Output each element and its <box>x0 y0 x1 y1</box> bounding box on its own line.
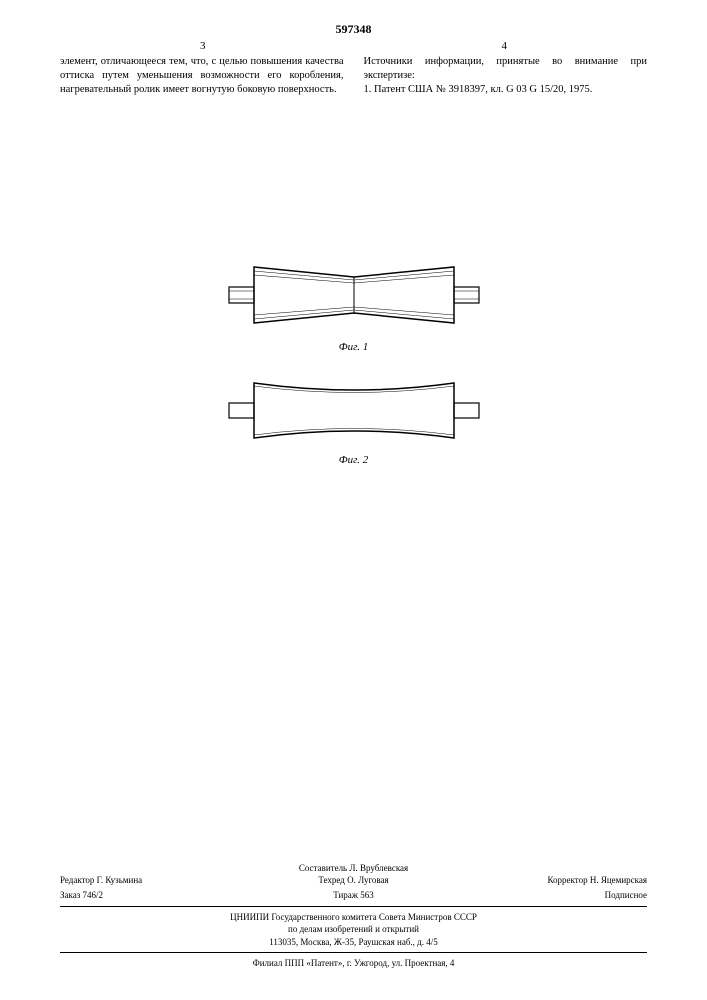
right-column: Источники информации, принятые во вниман… <box>364 55 648 98</box>
left-column: элемент, отличающееся тем, что, с целью … <box>60 55 344 98</box>
footer-org2: по делам изобретений и открытий <box>60 923 647 936</box>
column-number-left: 3 <box>200 40 206 52</box>
footer-editor: Редактор Г. Кузьмина <box>60 874 256 887</box>
footer-techred: Техред О. Луговая <box>256 874 452 887</box>
footer-tirage: Тираж 563 <box>256 889 452 902</box>
footer-order: Заказ 746/2 <box>60 889 256 902</box>
footer-credits-row: Редактор Г. Кузьмина Техред О. Луговая К… <box>60 874 647 887</box>
figure-1: Фиг. 1 <box>214 255 494 353</box>
figure-1-caption: Фиг. 1 <box>214 341 494 353</box>
figure-1-svg <box>224 255 484 335</box>
figures-container: Фиг. 1 Фиг. 2 <box>214 255 494 486</box>
footer-subscription: Подписное <box>451 889 647 902</box>
footer-org1: ЦНИИПИ Государственного комитета Совета … <box>60 911 647 924</box>
figure-2-caption: Фиг. 2 <box>214 454 494 466</box>
document-number: 597348 <box>336 22 372 37</box>
left-column-text: элемент, отличающееся тем, что, с целью … <box>60 56 344 95</box>
footer-print-row: Заказ 746/2 Тираж 563 Подписное <box>60 889 647 902</box>
footer-address1: 113035, Москва, Ж-35, Раушская наб., д. … <box>60 936 647 949</box>
right-column-sources-heading: Источники информации, принятые во вниман… <box>364 56 648 81</box>
footer-address2: Филиал ППП «Патент», г. Ужгород, ул. Про… <box>60 957 647 970</box>
figure-2-svg <box>224 373 484 448</box>
right-column-reference: 1. Патент США № 3918397, кл. G 03 G 15/2… <box>364 84 593 95</box>
footer: Составитель Л. Врублевская Редактор Г. К… <box>60 862 647 970</box>
figure-2: Фиг. 2 <box>214 373 494 466</box>
footer-corrector: Корректор Н. Яцемирская <box>451 874 647 887</box>
footer-divider-1 <box>60 906 647 907</box>
column-number-right: 4 <box>502 40 508 52</box>
footer-divider-2 <box>60 952 647 953</box>
footer-compiler: Составитель Л. Врублевская <box>60 862 647 875</box>
text-columns: элемент, отличающееся тем, что, с целью … <box>60 55 647 98</box>
